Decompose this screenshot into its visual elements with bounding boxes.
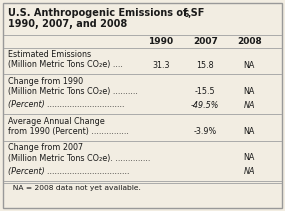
Text: 31.3: 31.3 — [152, 61, 170, 69]
Text: (Million Metric Tons CO₂e) ....: (Million Metric Tons CO₂e) .... — [8, 61, 123, 69]
Text: (Million Metric Tons CO₂e) ..........: (Million Metric Tons CO₂e) .......... — [8, 87, 138, 96]
Text: 15.8: 15.8 — [196, 61, 214, 69]
Text: 1990: 1990 — [148, 37, 174, 46]
Text: NA: NA — [244, 61, 255, 69]
Text: -3.9%: -3.9% — [194, 127, 217, 136]
Text: (Million Metric Tons CO₂e). ..............: (Million Metric Tons CO₂e). ............… — [8, 153, 150, 162]
Text: U.S. Anthropogenic Emissions of SF: U.S. Anthropogenic Emissions of SF — [8, 8, 204, 18]
Text: Change from 2007: Change from 2007 — [8, 143, 83, 152]
Text: Estimated Emissions: Estimated Emissions — [8, 50, 91, 59]
Text: 1990, 2007, and 2008: 1990, 2007, and 2008 — [8, 19, 127, 29]
Text: 6,: 6, — [183, 11, 191, 19]
Text: from 1990 (Percent) ...............: from 1990 (Percent) ............... — [8, 127, 129, 136]
Text: 2008: 2008 — [237, 37, 262, 46]
Text: -15.5: -15.5 — [195, 87, 215, 96]
Text: NA: NA — [244, 153, 255, 162]
Text: NA: NA — [244, 167, 255, 176]
Text: (Percent) .................................: (Percent) ..............................… — [8, 167, 130, 176]
Text: (Percent) ...............................: (Percent) ..............................… — [8, 100, 125, 110]
Text: Change from 1990: Change from 1990 — [8, 77, 83, 85]
Text: NA = 2008 data not yet available.: NA = 2008 data not yet available. — [8, 185, 141, 191]
Text: NA: NA — [244, 87, 255, 96]
Text: -49.5%: -49.5% — [191, 100, 219, 110]
Text: NA: NA — [244, 100, 255, 110]
Text: 2007: 2007 — [193, 37, 218, 46]
Text: Average Annual Change: Average Annual Change — [8, 116, 105, 126]
Text: NA: NA — [244, 127, 255, 136]
